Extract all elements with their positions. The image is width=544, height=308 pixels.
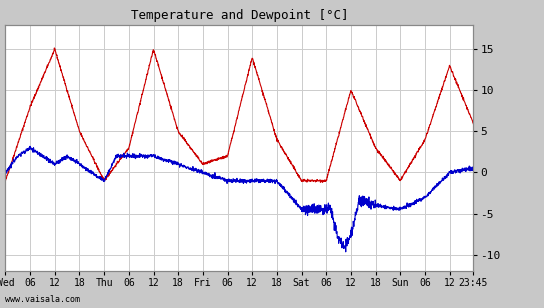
Title: Temperature and Dewpoint [°C]: Temperature and Dewpoint [°C] <box>131 9 348 22</box>
Text: www.vaisala.com: www.vaisala.com <box>5 295 81 304</box>
